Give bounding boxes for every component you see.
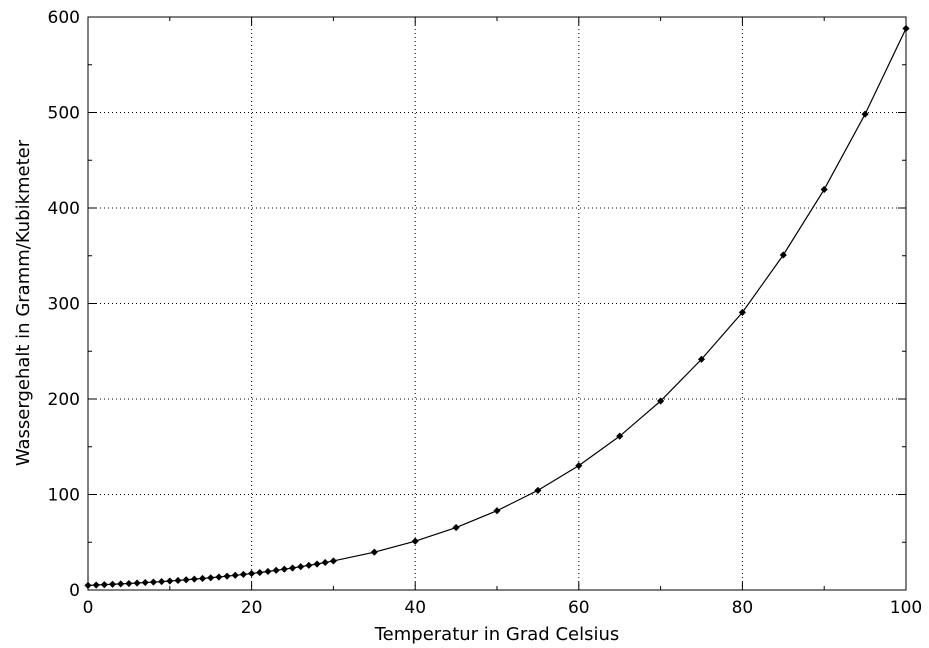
data-point — [321, 558, 329, 567]
data-markers — [84, 24, 910, 589]
data-point — [288, 564, 297, 572]
data-point — [411, 537, 419, 545]
data-point — [313, 560, 321, 568]
data-point — [141, 578, 149, 587]
data-point — [149, 578, 158, 586]
data-point — [231, 571, 239, 579]
data-point — [174, 576, 182, 585]
data-point — [223, 572, 231, 580]
data-point — [370, 548, 378, 556]
data-point — [207, 574, 215, 582]
data-point — [108, 580, 117, 588]
data-point — [575, 462, 583, 470]
x-tick-label: 60 — [568, 598, 590, 618]
data-point — [100, 581, 108, 589]
data-point — [125, 579, 133, 588]
data-point — [657, 397, 665, 405]
y-axis-label: Wassergehalt in Gramm/Kubikmeter — [13, 139, 34, 466]
plot-frame — [87, 16, 907, 591]
data-point — [158, 578, 166, 586]
y-tick-label: 200 — [48, 390, 80, 410]
y-tick-label: 300 — [48, 295, 80, 315]
tick-labels: 0 20 40 60 80 100 0 100 200 300 400 500 600 — [48, 8, 923, 618]
y-tick-label: 0 — [69, 581, 80, 601]
data-point — [133, 579, 141, 587]
data-point — [215, 573, 223, 581]
data-point — [305, 561, 313, 569]
data-point — [280, 565, 288, 573]
x-tick-label: 100 — [890, 598, 922, 618]
data-point — [861, 110, 869, 118]
data-point — [297, 563, 305, 571]
x-tick-label: 0 — [83, 598, 94, 618]
grid-lines — [88, 17, 906, 590]
data-point — [264, 567, 272, 576]
data-point — [84, 581, 92, 589]
data-point — [198, 574, 207, 583]
data-point — [493, 507, 501, 515]
data-point — [182, 576, 190, 584]
data-point — [92, 581, 100, 589]
y-tick-label: 600 — [48, 8, 80, 28]
data-point — [697, 355, 706, 363]
data-point — [820, 185, 828, 194]
data-point — [272, 566, 280, 574]
data-point — [256, 568, 264, 577]
data-point — [902, 24, 910, 33]
data-point — [329, 557, 337, 565]
x-tick-label: 20 — [241, 598, 263, 618]
data-point — [452, 523, 460, 532]
x-tick-label: 40 — [404, 598, 426, 618]
x-tick-label: 80 — [732, 598, 754, 618]
data-point — [248, 569, 256, 578]
data-point — [166, 577, 174, 585]
data-point — [117, 580, 125, 588]
data-point — [616, 432, 624, 440]
y-tick-label: 500 — [48, 104, 80, 124]
data-point — [534, 486, 542, 494]
y-tick-label: 100 — [48, 486, 80, 506]
x-axis-label: Temperatur in Grad Celsius — [374, 624, 620, 645]
y-tick-label: 400 — [48, 199, 80, 219]
data-point — [779, 251, 787, 259]
data-point — [190, 575, 198, 583]
data-point — [738, 308, 746, 316]
data-point — [239, 570, 247, 578]
